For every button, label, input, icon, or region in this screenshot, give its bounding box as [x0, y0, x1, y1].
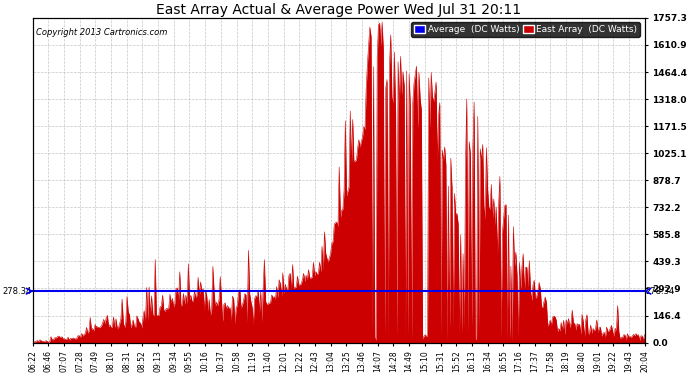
- Legend: Average  (DC Watts), East Array  (DC Watts): Average (DC Watts), East Array (DC Watts…: [411, 22, 640, 37]
- Text: 278.34: 278.34: [3, 286, 32, 296]
- Text: Copyright 2013 Cartronics.com: Copyright 2013 Cartronics.com: [36, 28, 167, 37]
- Title: East Array Actual & Average Power Wed Jul 31 20:11: East Array Actual & Average Power Wed Ju…: [156, 3, 521, 17]
- Text: 278.34: 278.34: [645, 286, 674, 296]
